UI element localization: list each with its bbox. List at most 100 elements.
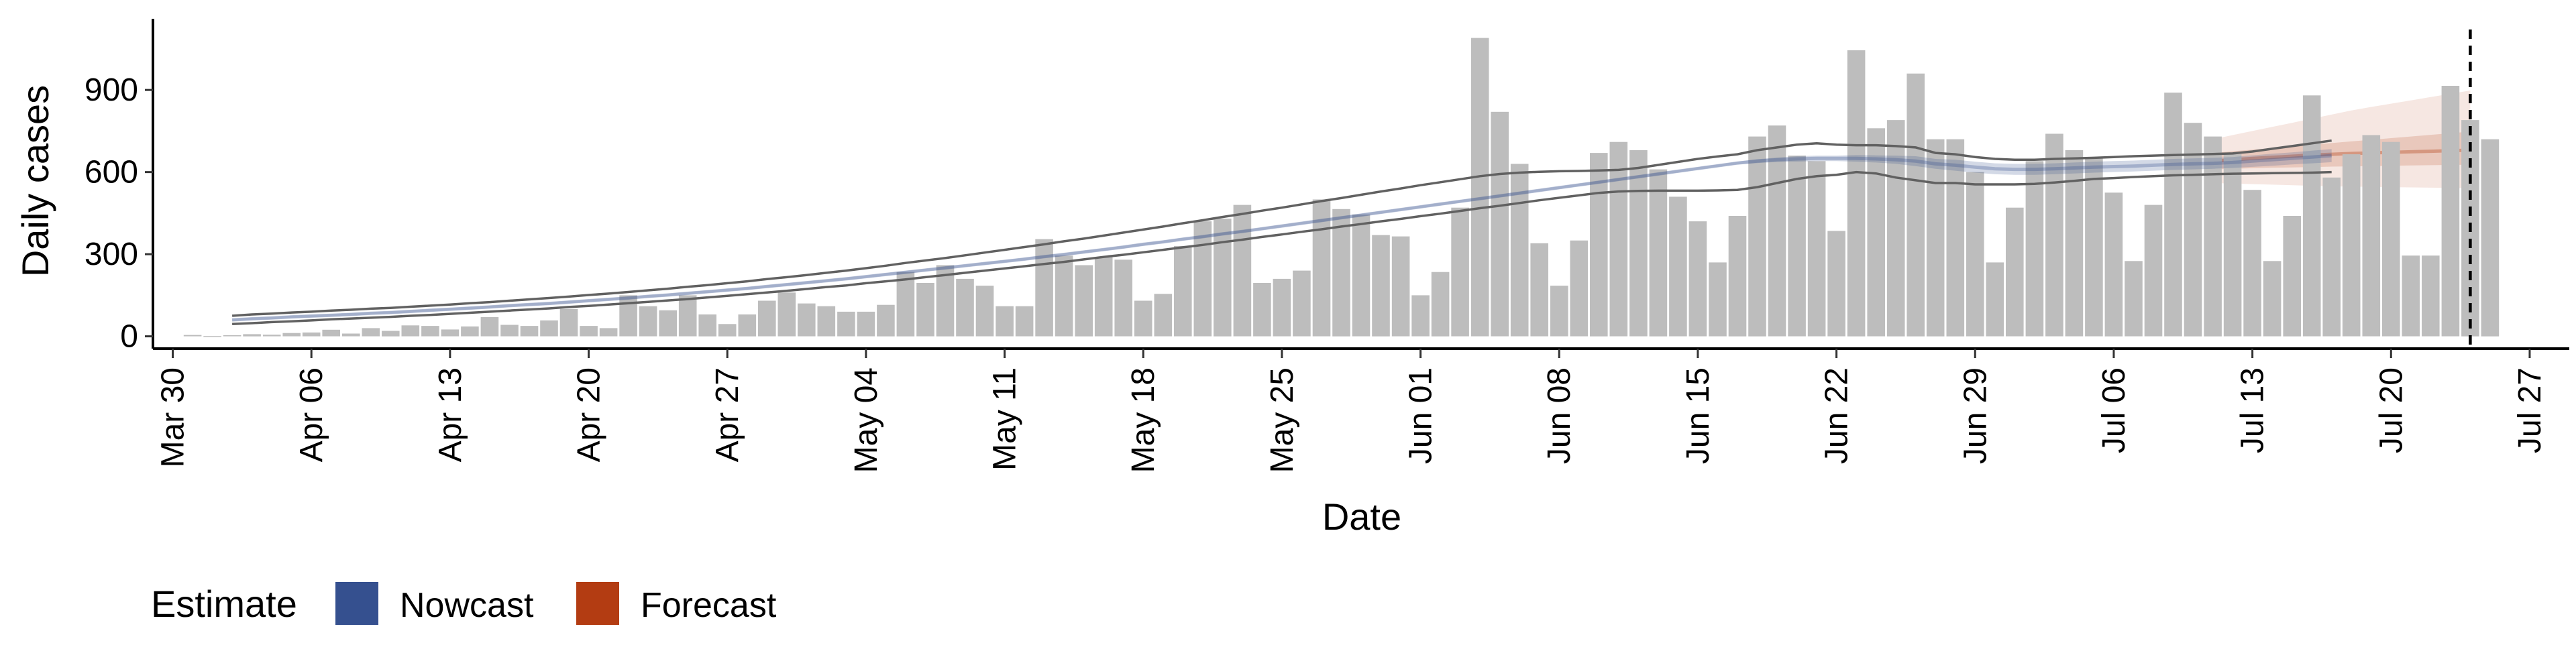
bar — [1193, 221, 1212, 337]
bar — [1134, 300, 1152, 337]
nowcast-lower-bound-line — [232, 170, 2332, 326]
bar — [1214, 219, 1232, 337]
bar — [1768, 125, 1786, 337]
legend-swatch — [335, 582, 378, 625]
bar — [916, 283, 934, 337]
bar — [1372, 235, 1390, 337]
bar — [500, 325, 519, 337]
bar — [956, 278, 974, 337]
bar — [758, 300, 776, 337]
bar — [2342, 154, 2361, 337]
bar — [382, 331, 400, 337]
bar — [639, 306, 657, 337]
y-tick-label: 900 — [85, 72, 138, 108]
bar — [1391, 236, 1410, 337]
x-tick-label: Apr 20 — [572, 367, 607, 462]
bar — [1590, 153, 1608, 337]
bar — [1669, 196, 1687, 337]
nowcast-inner-band — [232, 149, 2332, 322]
bar — [2402, 255, 2420, 337]
legend-label: Nowcast — [400, 586, 534, 625]
bar — [1451, 207, 1469, 337]
x-tick-label: May 04 — [849, 367, 884, 473]
bar — [2006, 207, 2024, 337]
bar — [183, 335, 202, 337]
forecast-inner-band — [2212, 131, 2471, 170]
bar — [1015, 306, 1034, 337]
bar — [2085, 158, 2103, 337]
bar — [1253, 283, 1271, 337]
bar — [2104, 192, 2123, 337]
bar — [619, 295, 637, 337]
bar — [2322, 177, 2341, 337]
bar — [1491, 111, 1509, 337]
x-tick-label: May 11 — [987, 367, 1023, 471]
bar — [1609, 141, 1628, 337]
bar — [2184, 123, 2202, 337]
x-tick-label: Jun 22 — [1819, 367, 1855, 464]
bar — [461, 326, 479, 337]
bar — [1174, 245, 1192, 337]
bar — [2144, 204, 2163, 337]
bar — [2422, 255, 2440, 337]
bar — [1352, 214, 1371, 337]
bar — [2223, 154, 2242, 337]
x-tick-label: Jun 15 — [1680, 367, 1716, 464]
x-tick-label: Apr 13 — [433, 367, 468, 462]
bar — [1312, 199, 1331, 337]
bar — [2382, 141, 2400, 337]
bar — [996, 306, 1014, 337]
nowcast-median-line — [231, 154, 2332, 322]
bar — [1728, 216, 1747, 337]
bar — [1075, 265, 1093, 337]
bar — [1114, 259, 1132, 337]
bar — [1748, 136, 1766, 337]
bar — [698, 314, 716, 337]
bar — [936, 265, 955, 337]
bar — [1649, 169, 1668, 337]
bar — [2243, 190, 2261, 337]
bar — [1946, 139, 1965, 337]
bar — [1867, 128, 1885, 337]
bar — [1807, 161, 1826, 337]
bar — [678, 295, 697, 337]
bar — [1094, 257, 1113, 337]
bar — [1986, 262, 2004, 337]
bar — [1788, 156, 1806, 337]
bar — [877, 304, 895, 337]
bar — [817, 306, 836, 337]
x-tick-label: Jul 20 — [2373, 367, 2409, 453]
bar — [540, 320, 558, 337]
bar — [1431, 272, 1450, 337]
bar — [738, 314, 757, 337]
bar — [2045, 133, 2063, 337]
bar — [1233, 204, 1252, 337]
bar — [362, 328, 380, 337]
bar — [480, 317, 499, 337]
x-tick-label: Jun 29 — [1957, 367, 1993, 464]
bar — [1035, 239, 1053, 337]
bar — [2302, 95, 2321, 337]
bar — [421, 326, 439, 337]
bar — [857, 311, 875, 337]
legend: Estimate Nowcast Forecast — [151, 582, 777, 625]
bar — [1273, 278, 1291, 337]
bar — [1966, 172, 1984, 337]
x-axis-title: Date — [1322, 495, 1401, 538]
legend-swatch — [576, 582, 619, 625]
y-axis-title: Daily cases — [14, 85, 56, 277]
bar — [1886, 120, 1905, 337]
bar — [2025, 161, 2044, 337]
bar — [1470, 38, 1489, 337]
bar — [580, 326, 598, 337]
y-tick-label: 300 — [85, 237, 138, 272]
bar — [599, 328, 618, 337]
bar — [1827, 231, 1845, 337]
x-tick-label: Jun 01 — [1403, 367, 1439, 464]
bar — [1332, 209, 1350, 337]
x-tick-label: Mar 30 — [156, 367, 191, 467]
x-tick-label: Jul 13 — [2235, 367, 2271, 453]
bar — [1510, 164, 1529, 337]
